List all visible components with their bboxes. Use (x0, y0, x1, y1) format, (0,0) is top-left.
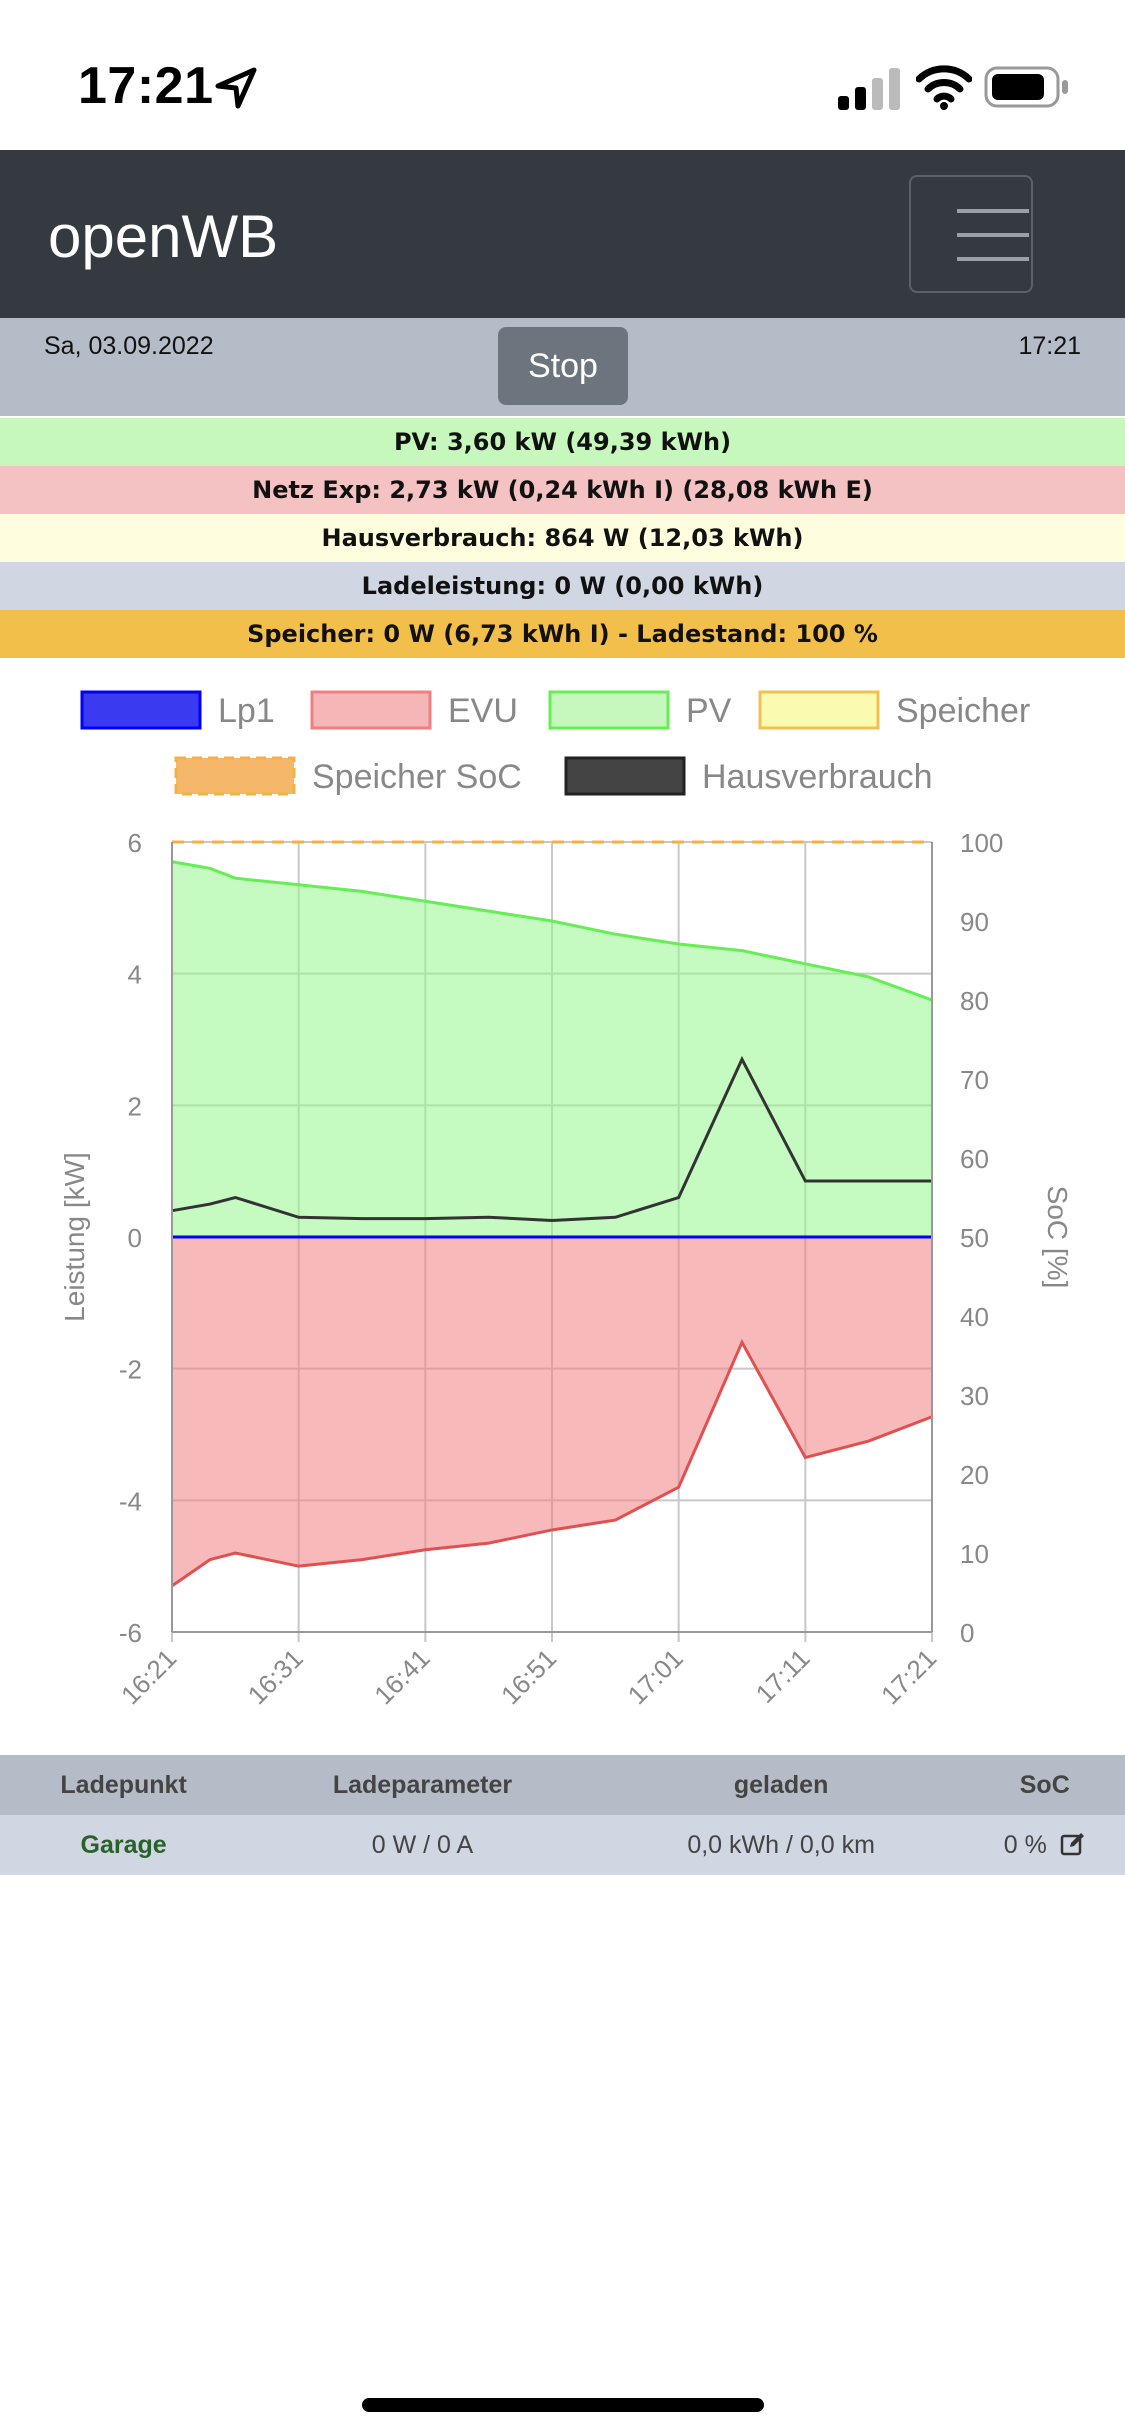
header-soc: SoC (964, 1755, 1125, 1815)
evu-area (172, 1237, 932, 1586)
table-row: Garage 0 W / 0 A 0,0 kWh / 0,0 km 0 % (0, 1815, 1125, 1875)
legend-swatch-0 (80, 690, 202, 730)
y-tick-label: 0 (128, 1223, 142, 1253)
current-time: 17:21 (1018, 332, 1081, 360)
charge-point-table: Ladepunkt Ladeparameter geladen SoC Gara… (0, 1755, 1125, 1875)
legend-swatch-2 (548, 690, 670, 730)
menu-toggle-button[interactable] (909, 175, 1033, 293)
y2-tick-label: 50 (960, 1223, 989, 1253)
power-chart-svg: Lp1 EVU PV Speicher Speicher SoC Hausverbrauc… (59, 690, 1073, 1710)
y-tick-label: 4 (128, 960, 142, 990)
y2-tick-label: 30 (960, 1381, 989, 1411)
legend-swatch-3 (758, 690, 880, 730)
y2-tick-label: 90 (960, 907, 989, 937)
soc-value: 0 % (1003, 1830, 1047, 1859)
brand-logo[interactable]: openWB (48, 203, 279, 270)
hausverbrauch-line (171, 1055, 932, 1223)
header-ladeparameter: Ladeparameter (247, 1755, 598, 1815)
legend-label: Lp1 (218, 692, 275, 730)
hamburger-icon (957, 209, 1029, 213)
charge-point-name[interactable]: Garage (0, 1815, 248, 1875)
power-chart: Lp1 EVU PV Speicher Speicher SoC Hausverbrauc… (0, 660, 1125, 1750)
y-tick-label: -2 (119, 1355, 142, 1385)
y2-tick-label: 80 (960, 986, 989, 1016)
y2-tick-label: 0 (960, 1618, 974, 1648)
x-tick-label: 16:51 (495, 1643, 562, 1710)
legend-swatch-1 (310, 690, 432, 730)
y2-tick-label: 40 (960, 1302, 989, 1332)
stop-button[interactable]: Stop (498, 327, 628, 405)
charged-amount: 0,0 kWh / 0,0 km (597, 1815, 965, 1875)
x-tick-label: 17:11 (750, 1643, 816, 1709)
wifi-icon (916, 65, 972, 110)
y2-tick-label: 70 (960, 1065, 989, 1095)
x-tick-label: 16:21 (115, 1643, 182, 1710)
legend-label: Speicher SoC (312, 758, 522, 796)
legend-label: EVU (448, 692, 518, 730)
grid-export-strip: Netz Exp: 2,73 kW (0,24 kWh I) (28,08 kW… (0, 466, 1125, 514)
legend-swatch-4 (174, 756, 296, 796)
pv-line (171, 860, 933, 1002)
navbar: openWB (0, 150, 1125, 318)
cellular-signal-icon (838, 68, 900, 110)
status-time: 17:21 (78, 57, 214, 115)
y2-axis-title: SoC [%] (1042, 1186, 1073, 1289)
y-tick-label: 6 (128, 828, 142, 858)
x-tick-label: 17:01 (622, 1643, 689, 1710)
storage-strip: Speicher: 0 W (6,73 kWh I) - Ladestand: … (0, 610, 1125, 658)
hamburger-icon-bar (957, 233, 1029, 237)
y-tick-label: -4 (119, 1486, 142, 1516)
status-bar: 17:21 (0, 0, 1125, 150)
header-ladepunkt: Ladepunkt (0, 1755, 248, 1815)
date-row: Sa, 03.09.2022 Stop 17:21 (0, 318, 1125, 416)
current-date: Sa, 03.09.2022 (44, 332, 214, 360)
home-indicator (362, 2398, 764, 2412)
x-tick-label: 16:41 (368, 1643, 435, 1710)
y-tick-label: 2 (128, 1091, 142, 1121)
legend-label: Speicher (896, 692, 1030, 730)
charging-power-strip: Ladeleistung: 0 W (0,00 kWh) (0, 562, 1125, 610)
soc-cell: 0 % (964, 1815, 1125, 1875)
legend-swatch-5 (564, 756, 686, 796)
y2-tick-label: 100 (960, 828, 1003, 858)
legend-label: PV (686, 692, 732, 730)
header-geladen: geladen (597, 1755, 965, 1815)
y-tick-label: -6 (119, 1618, 142, 1648)
location-arrow-icon (215, 67, 257, 109)
x-tick-label: 16:31 (242, 1643, 309, 1710)
legend-label: Hausverbrauch (702, 758, 933, 796)
hamburger-icon-bar (957, 257, 1029, 261)
charge-parameter: 0 W / 0 A (247, 1815, 598, 1875)
pv-strip: PV: 3,60 kW (49,39 kWh) (0, 418, 1125, 466)
y2-tick-label: 20 (960, 1460, 989, 1490)
edit-icon[interactable] (1060, 1831, 1086, 1857)
battery-icon (984, 66, 1068, 108)
y-axis-title: Leistung [kW] (59, 1152, 90, 1322)
x-tick-label: 17:21 (875, 1643, 942, 1710)
pv-area (172, 861, 932, 1237)
y2-tick-label: 10 (960, 1539, 989, 1569)
house-consumption-strip: Hausverbrauch: 864 W (12,03 kWh) (0, 514, 1125, 562)
evu-line (171, 1338, 933, 1588)
y2-tick-label: 60 (960, 1144, 989, 1174)
table-header-row: Ladepunkt Ladeparameter geladen SoC (0, 1755, 1125, 1815)
